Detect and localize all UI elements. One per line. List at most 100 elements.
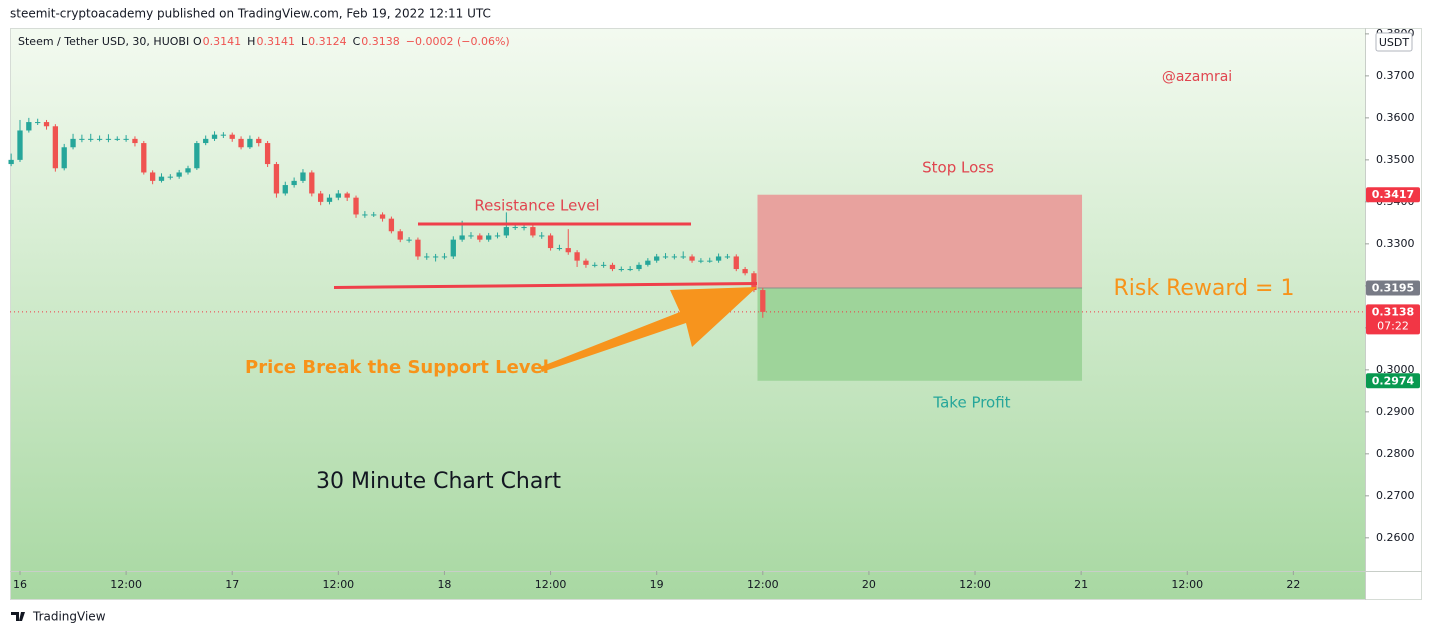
candle-body	[96, 138, 103, 140]
y-tick-label: 0.3300	[1376, 237, 1415, 250]
candle-body	[565, 248, 571, 253]
candle-body	[167, 176, 173, 178]
ohlc-change: −0.0002 (−0.06%)	[406, 35, 510, 48]
logo-icon	[11, 612, 25, 621]
candle-body	[158, 176, 165, 181]
candle-body	[17, 130, 23, 160]
candle-body	[751, 273, 757, 291]
y-tick-label: 0.3700	[1376, 69, 1415, 82]
candle-body	[291, 180, 297, 186]
candle-body	[547, 235, 554, 249]
candle-body	[185, 168, 191, 173]
annotation: 30 Minute Chart Chart	[316, 469, 561, 494]
candle-body	[344, 193, 350, 198]
candle-body	[264, 143, 271, 165]
candle-body	[397, 231, 403, 240]
candle-body	[176, 172, 182, 177]
x-tick-label: 18	[437, 578, 451, 591]
x-tick-label: 20	[862, 578, 876, 591]
candle-body	[326, 197, 333, 202]
price-tag-box	[1366, 187, 1420, 203]
price-tag-label: 0.3417	[1372, 188, 1414, 201]
footer-text: TradingView	[32, 610, 106, 624]
x-tick-label: 12:00	[959, 578, 991, 591]
target-zone	[757, 287, 1083, 381]
candle-body	[645, 260, 651, 265]
candle-body	[247, 138, 253, 148]
candle-body	[317, 193, 324, 202]
annotation: Stop Loss	[922, 159, 994, 177]
candle-body	[698, 260, 704, 262]
stop-zone	[757, 194, 1083, 288]
ohlc-legend: O 0.3141 H 0.3141 L 0.3124 C 0.3138 −0.0002 (−0.…	[193, 35, 510, 48]
y-tick-label: 0.3600	[1376, 111, 1415, 124]
candle-body	[760, 290, 766, 312]
x-tick-label: 12:00	[1171, 578, 1203, 591]
candle-body	[123, 138, 129, 140]
symbol: Steem / Tether USD, 30, HUOBI	[18, 35, 189, 48]
candle-body	[689, 256, 695, 261]
candle-body	[556, 248, 563, 250]
candle-body	[52, 126, 59, 169]
ohlc-key: O	[193, 35, 202, 48]
candle-body	[432, 256, 439, 258]
candle-body	[530, 227, 536, 236]
candle-body	[742, 269, 748, 274]
candle-body	[211, 134, 218, 139]
candle-body	[194, 143, 200, 169]
candle-body	[88, 138, 94, 140]
candle-body	[114, 138, 120, 140]
x-tick-label: 19	[650, 578, 664, 591]
candle-body	[715, 256, 722, 261]
footer-logo: TradingView	[11, 610, 106, 624]
candle-body	[486, 235, 492, 240]
price-tag-label: 0.3138	[1372, 305, 1414, 318]
candle-body	[8, 159, 14, 165]
candle-body	[512, 227, 518, 229]
published-line: steemit-cryptoacademy published on Tradi…	[10, 7, 491, 21]
candle-body	[600, 264, 607, 266]
candle-body	[592, 264, 598, 266]
x-tick-label: 12:00	[110, 578, 142, 591]
candle-body	[388, 218, 395, 232]
y-tick-label: 0.2900	[1376, 405, 1415, 418]
candle-body	[282, 185, 288, 194]
candle-body	[733, 256, 739, 270]
candle-body	[662, 256, 669, 258]
support-line	[333, 282, 758, 289]
annotation: Price Break the Support Level	[245, 357, 549, 378]
price-tag-box	[1366, 373, 1420, 389]
candle-body	[26, 122, 32, 131]
currency-box[interactable]	[1375, 32, 1413, 52]
candle-body	[353, 197, 359, 215]
candle-body	[379, 214, 386, 219]
candle-body	[521, 227, 527, 229]
candle-body	[724, 256, 731, 258]
candle-body	[70, 138, 76, 148]
y-tick-label: 0.2700	[1376, 489, 1415, 502]
candle-body	[149, 172, 156, 181]
candle-body	[477, 235, 483, 240]
x-tick-label: 22	[1286, 578, 1300, 591]
x-tick-label: 12:00	[322, 578, 354, 591]
ohlc-key: H	[247, 35, 255, 48]
annotation: Take Profit	[932, 394, 1010, 412]
ohlc-key: C	[353, 35, 361, 48]
candle-body	[450, 239, 456, 257]
candle-body	[141, 143, 147, 173]
candle-body	[132, 138, 138, 144]
x-tick-label: 12:00	[747, 578, 779, 591]
candle-body	[627, 269, 633, 271]
arrow	[540, 287, 757, 372]
x-tick-label: 17	[225, 578, 239, 591]
price-tag-box	[1366, 280, 1420, 296]
price-tag-label: 0.2974	[1372, 374, 1415, 387]
x-tick-label: 21	[1074, 578, 1088, 591]
candle-body	[309, 172, 315, 194]
candle-body	[220, 134, 227, 136]
candle-body	[503, 227, 510, 236]
candle-body	[229, 134, 235, 139]
candle-body	[273, 164, 280, 194]
candle-body	[424, 256, 430, 258]
